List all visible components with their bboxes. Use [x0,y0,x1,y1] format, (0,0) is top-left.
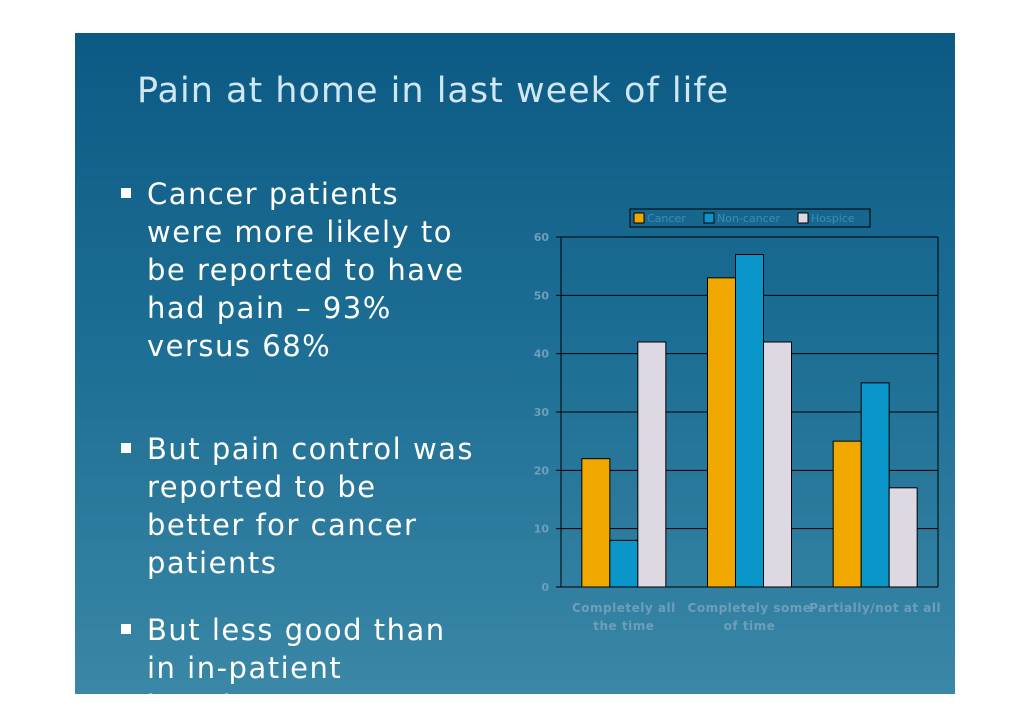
bullet-marker-icon [121,624,131,634]
x-category-label: of time [724,619,776,633]
bar-hospice-1 [637,341,667,588]
bullet-3: But less good than in in-patient hospice… [121,611,481,694]
legend-label: Cancer [647,212,686,225]
y-tick-label: 30 [534,406,550,419]
bullet-2: But pain control was reported to be bett… [121,430,481,582]
y-tick-label: 60 [534,231,550,244]
x-category-label: the time [593,619,654,633]
y-tick-label: 50 [534,289,550,302]
bar-cancer-2 [707,277,736,588]
bar-non-cancer-2 [735,254,764,588]
bullet-marker-icon [121,443,131,453]
x-category-label: Completely all [572,601,676,615]
legend-label: Hospice [811,212,855,225]
bar-cancer-1 [581,458,611,588]
bar-non-cancer-3 [860,382,890,588]
y-tick-label: 0 [541,581,549,594]
legend-swatch [703,212,715,224]
y-tick-label: 20 [534,464,550,477]
bullet-2-text: But pain control was reported to be bett… [147,432,475,580]
y-tick-label: 10 [534,523,550,536]
legend-swatch [797,212,809,224]
legend-box [629,208,871,228]
x-category-label: Completely some [688,601,812,615]
bullet-marker-icon [121,188,131,198]
slide: Pain at home in last week of life Cancer… [75,33,955,694]
bar-cancer-3 [832,440,862,588]
bullet-3-text: But less good than in in-patient hospice… [147,613,446,694]
bar-hospice-2 [763,341,792,588]
x-category-label: Partially/not at all [809,601,941,615]
bar-non-cancer-1 [609,539,639,588]
bullet-1: Cancer patients were more likely to be r… [121,175,481,365]
bullet-1-text: Cancer patients were more likely to be r… [147,177,465,363]
y-tick-label: 40 [534,348,550,361]
bar-chart: 0 10 20 30 40 50 60 Completely all the time Compl… [534,208,941,633]
legend-swatch [633,212,645,224]
slide-title: Pain at home in last week of life [137,71,730,111]
bar-hospice-3 [888,487,918,588]
legend-label: Non-cancer [717,212,780,225]
